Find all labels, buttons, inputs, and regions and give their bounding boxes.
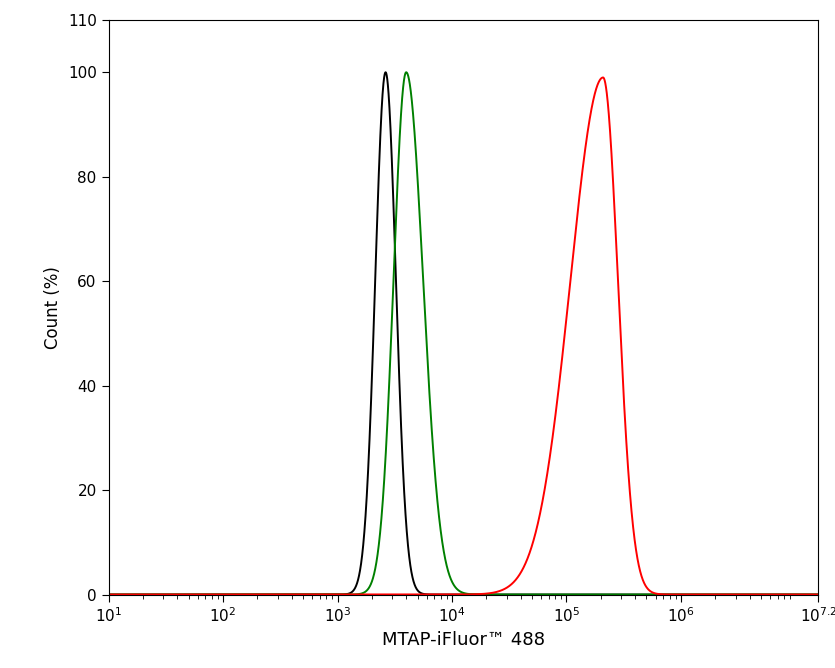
X-axis label: MTAP-iFluor™ 488: MTAP-iFluor™ 488 xyxy=(382,631,545,649)
Y-axis label: Count (%): Count (%) xyxy=(44,266,63,349)
